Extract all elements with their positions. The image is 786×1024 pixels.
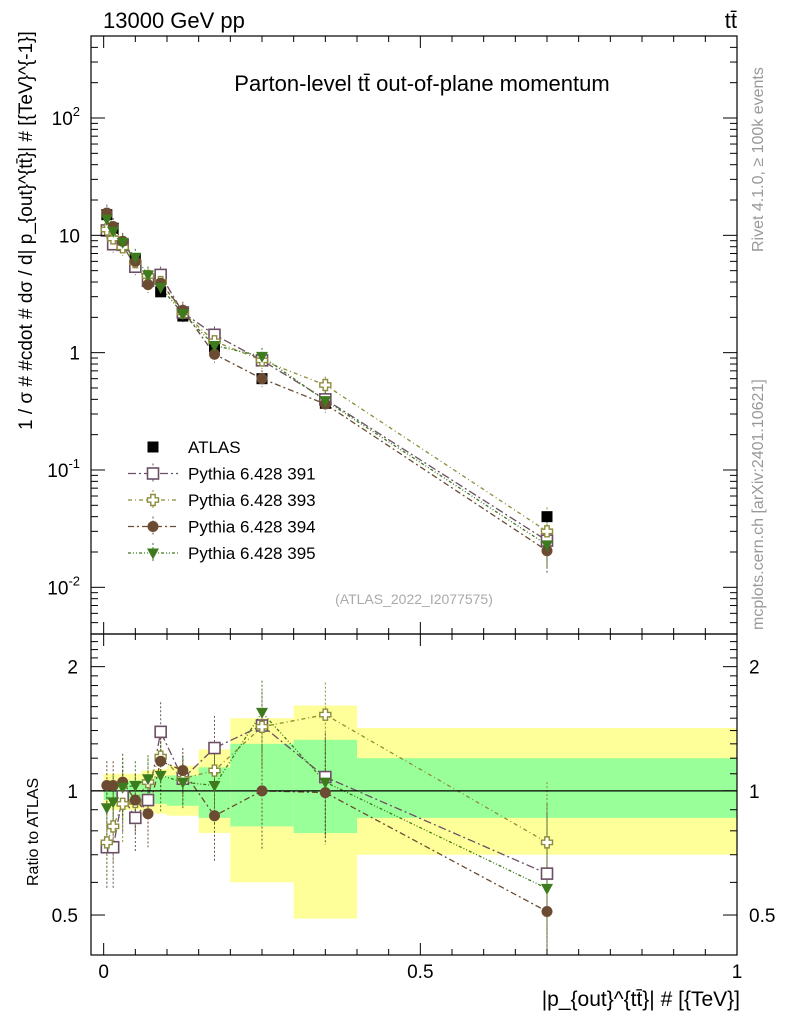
- ratio-point-pythia-6-428-391: [540, 867, 554, 880]
- ratio-point-pythia-6-428-394: [209, 810, 220, 822]
- ratio-point-pythia-6-428-394: [256, 785, 268, 797]
- y-tick-label: 102: [52, 104, 80, 130]
- data-point-atlas: [541, 511, 553, 523]
- data-point-pythia-6-428-395: [142, 270, 154, 282]
- y-tick-label: 10: [59, 226, 80, 247]
- ratio-point-pythia-6-428-393: [319, 708, 332, 721]
- ratio-point-pythia-6-428-391: [129, 811, 142, 825]
- ratio-point-pythia-6-428-393: [100, 836, 114, 849]
- data-point-pythia-6-428-395: [319, 396, 332, 408]
- ratio-point-pythia-6-428-395: [256, 707, 268, 719]
- ratio-point-pythia-6-428-395: [176, 777, 189, 789]
- y-tick-label: 10-1: [47, 456, 80, 482]
- data-point-pythia-6-428-395: [116, 237, 129, 249]
- legend-label-pythia-6-428-393: Pythia 6.428 393: [188, 491, 316, 510]
- x-tick-label: 1: [732, 962, 743, 983]
- header-right-label: tt̄: [725, 8, 737, 33]
- ratio-point-pythia-6-428-394: [177, 765, 189, 777]
- data-point-pythia-6-428-395: [154, 282, 167, 294]
- ratio-point-pythia-6-428-395: [154, 770, 167, 782]
- legend-marker-pythia-6-428-391: [146, 467, 160, 480]
- data-point-pythia-6-428-394: [142, 279, 154, 291]
- legend-marker-atlas: [147, 441, 159, 453]
- data-point-pythia-6-428-395: [129, 252, 142, 264]
- main-y-axis-label: 1 / σ # #cdot # dσ / d| p_{out}^{tt̄}| #…: [16, 31, 37, 430]
- ratio-point-pythia-6-428-395: [116, 782, 129, 794]
- axis-tick-labels: 0 0.5 1 10-2 10-1 1 10 102 0.5 0.5 1 1 2 2: [47, 104, 775, 983]
- legend-label-atlas: ATLAS: [188, 438, 241, 457]
- data-point-pythia-6-428-395: [100, 214, 113, 226]
- mcplots-credit-label: mcplots.cern.ch [arXiv:2401.10621]: [750, 379, 767, 630]
- ratio-point-pythia-6-428-394: [155, 755, 167, 767]
- ratio-series-markers: [100, 707, 554, 917]
- legend-label-pythia-6-428-391: Pythia 6.428 391: [188, 465, 316, 484]
- legend-marker-pythia-6-428-395: [147, 548, 159, 560]
- ratio-point-pythia-6-428-393: [116, 797, 129, 811]
- y-tick-label: 1: [69, 344, 80, 365]
- axis-ticks: [91, 35, 738, 956]
- data-point-pythia-6-428-394: [256, 373, 268, 385]
- main-plot-title: Parton-level tt̄ out-of-plane momentum: [234, 71, 609, 96]
- ratio-point-pythia-6-428-393: [208, 764, 221, 777]
- ratio-uncertainty-bands: [103, 705, 737, 919]
- ratio-plot-frame: [90, 633, 738, 956]
- data-point-pythia-6-428-395: [176, 309, 189, 321]
- ratio-point-pythia-6-428-393: [540, 836, 554, 849]
- data-point-pythia-6-428-393: [106, 232, 120, 245]
- data-point-pythia-6-428-393: [540, 525, 554, 538]
- ratio-point-pythia-6-428-395: [208, 781, 221, 793]
- ratio-point-pythia-6-428-391: [208, 741, 221, 755]
- ratio-point-pythia-6-428-395: [129, 781, 142, 793]
- ratio-point-pythia-6-428-395: [541, 883, 553, 895]
- ratio-point-pythia-6-428-395: [107, 797, 120, 809]
- ratio-y-tick-label: 1: [67, 782, 78, 803]
- ratio-point-pythia-6-428-391: [154, 725, 167, 739]
- ratio-point-pythia-6-428-394: [319, 787, 331, 799]
- y-tick-label: 10-2: [47, 573, 80, 599]
- x-tick-label: 0: [98, 962, 109, 983]
- legend-label-pythia-6-428-394: Pythia 6.428 394: [188, 518, 316, 537]
- data-point-pythia-6-428-394: [209, 348, 220, 360]
- ratio-y-tick-label: 2: [749, 658, 760, 679]
- ratio-y-tick-label: 0.5: [749, 906, 775, 927]
- analysis-watermark: (ATLAS_2022_I2077575): [335, 591, 493, 607]
- x-tick-label: 0.5: [407, 962, 433, 983]
- legend-marker-pythia-6-428-394: [147, 521, 159, 532]
- ratio-point-pythia-6-428-394: [541, 905, 553, 917]
- data-point-pythia-6-428-393: [319, 378, 332, 392]
- ratio-point-pythia-6-428-395: [319, 777, 332, 789]
- ratio-point-pythia-6-428-395: [100, 803, 113, 815]
- legend-marker-pythia-6-428-393: [146, 493, 160, 507]
- header-left-label: 13000 GeV pp: [103, 8, 245, 33]
- ratio-point-pythia-6-428-394: [107, 780, 119, 792]
- ratio-point-pythia-6-428-394: [129, 794, 141, 806]
- ratio-point-pythia-6-428-393: [106, 820, 120, 833]
- ratio-point-pythia-6-428-395: [142, 774, 154, 786]
- data-point-pythia-6-428-395: [256, 351, 268, 363]
- ratio-y-axis-label: Ratio to ATLAS: [25, 778, 42, 886]
- data-point-pythia-6-428-395: [541, 540, 553, 552]
- legend: ATLAS Pythia 6.428 391 Pythia 6.428 393 Pyt…: [128, 438, 316, 563]
- main-series-markers: [100, 207, 554, 557]
- data-point-pythia-6-428-395: [208, 341, 221, 353]
- ratio-point-pythia-6-428-394: [142, 808, 154, 820]
- rivet-version-label: Rivet 4.1.0, ≥ 100k events: [750, 67, 767, 252]
- x-axis-label: |p_{out}^{tt̄}| # [{TeV}]: [542, 988, 740, 1011]
- ratio-y-tick-label: 1: [749, 782, 760, 803]
- ratio-y-tick-label: 0.5: [52, 906, 78, 927]
- ratio-point-pythia-6-428-393: [255, 720, 269, 733]
- ratio-point-pythia-6-428-391: [141, 793, 155, 807]
- data-point-pythia-6-428-395: [107, 226, 120, 238]
- legend-label-pythia-6-428-395: Pythia 6.428 395: [188, 544, 316, 563]
- ratio-y-tick-label: 2: [67, 658, 78, 679]
